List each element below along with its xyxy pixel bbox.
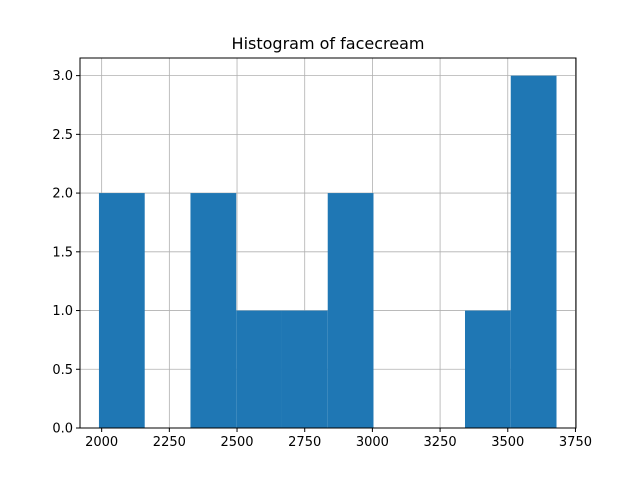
x-tick-label: 2500	[220, 435, 253, 450]
histogram-bar	[510, 75, 557, 428]
axis-ticks: 2000 2250 2500 2750 3000 3250 3500 3750 0.0 0.5 1.…	[52, 69, 592, 450]
y-tick-label: 0.5	[52, 363, 73, 378]
histogram-bar	[236, 310, 282, 428]
x-tick-label: 2750	[288, 435, 321, 450]
y-tick-label: 0.0	[52, 422, 73, 437]
y-tick-label: 1.0	[52, 304, 73, 319]
histogram-bar	[98, 193, 145, 428]
y-tick-label: 3.0	[52, 69, 73, 84]
y-tick-label: 2.0	[52, 187, 73, 202]
plot-frame	[79, 57, 577, 429]
x-tick-label: 3250	[424, 435, 457, 450]
histogram-bar	[464, 310, 511, 428]
y-tick-label: 2.5	[52, 128, 73, 143]
x-tick-label: 3500	[491, 435, 524, 450]
x-tick-label: 3750	[559, 435, 592, 450]
x-tick-label: 3000	[356, 435, 389, 450]
x-tick-label: 2250	[153, 435, 186, 450]
histogram-bar	[327, 193, 374, 428]
histogram-bar	[190, 193, 237, 428]
x-tick-label: 2000	[85, 435, 118, 450]
histogram-bar	[281, 310, 328, 428]
chart-title: Histogram of facecream	[232, 34, 425, 53]
histogram-bars	[98, 75, 557, 428]
y-tick-label: 1.5	[52, 245, 73, 260]
